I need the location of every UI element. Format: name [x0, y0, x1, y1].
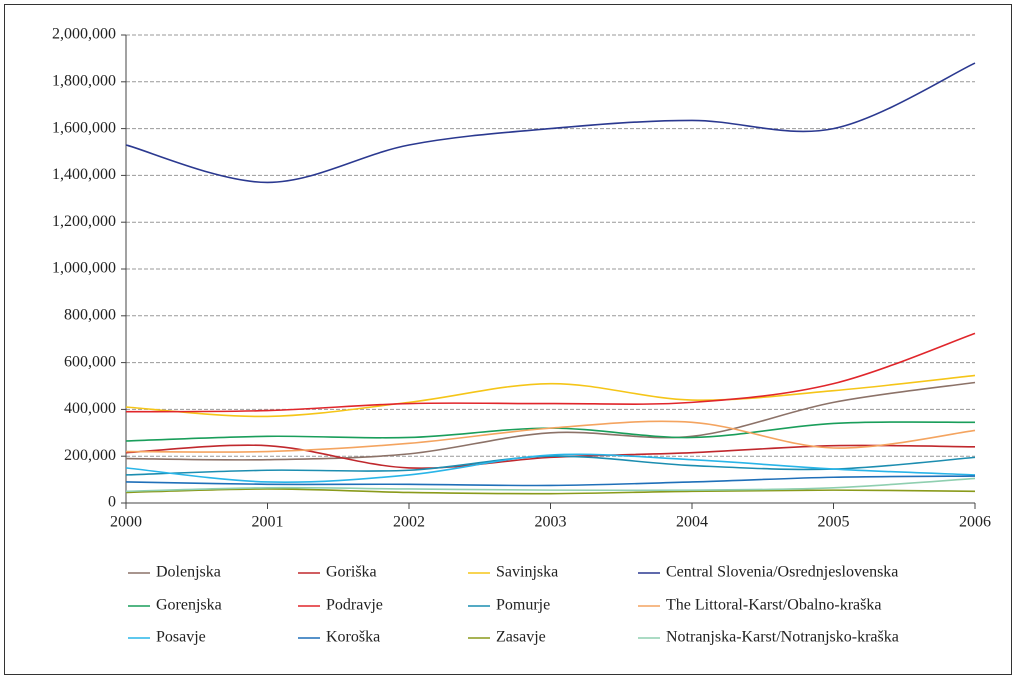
- y-tick-label: 800,000: [64, 306, 116, 323]
- y-tick-label: 1,000,000: [52, 260, 116, 277]
- legend-label: Pomurje: [496, 597, 550, 614]
- x-tick-label: 2004: [676, 514, 708, 531]
- series-line: [125, 488, 976, 495]
- legend-label: Koroška: [326, 629, 380, 646]
- series-line: [125, 374, 976, 418]
- y-tick-label: 1,800,000: [52, 72, 116, 89]
- series-line: [125, 444, 976, 469]
- legend-label: Gorenjska: [156, 597, 222, 614]
- y-tick-label: 1,400,000: [52, 166, 116, 183]
- legend-label: Central Slovenia/Osrednjeslovenska: [666, 564, 898, 581]
- y-tick-label: 2,000,000: [52, 26, 116, 43]
- y-tick-label: 1,200,000: [52, 213, 116, 230]
- y-tick-label: 1,600,000: [52, 119, 116, 136]
- series-line: [125, 381, 976, 461]
- series-line: [125, 475, 976, 487]
- legend-label: Podravje: [326, 597, 383, 614]
- x-tick-label: 2005: [818, 514, 850, 531]
- x-tick-label: 2001: [252, 514, 284, 531]
- legend-label: Savinjska: [496, 564, 558, 581]
- series-line: [125, 62, 976, 184]
- x-tick-label: 2003: [535, 514, 567, 531]
- chart-frame: [4, 4, 1012, 675]
- y-tick-label: 400,000: [64, 400, 116, 417]
- x-tick-label: 2002: [393, 514, 425, 531]
- series-line: [125, 453, 976, 483]
- y-tick-label: 0: [108, 494, 116, 511]
- series-line: [125, 332, 976, 413]
- series-line: [125, 420, 976, 453]
- series-line: [125, 477, 976, 493]
- legend-label: Notranjska-Karst/Notranjsko-kraška: [666, 629, 899, 646]
- legend-label: Zasavje: [496, 629, 546, 646]
- legend-label: Goriška: [326, 564, 377, 581]
- legend-label: Dolenjska: [156, 564, 221, 581]
- y-tick-label: 200,000: [64, 447, 116, 464]
- legend-label: The Littoral-Karst/Obalno-kraška: [666, 597, 881, 614]
- x-tick-label: 2000: [110, 514, 142, 531]
- y-tick-label: 600,000: [64, 353, 116, 370]
- x-tick-label: 2006: [959, 514, 991, 531]
- legend-label: Posavje: [156, 629, 206, 646]
